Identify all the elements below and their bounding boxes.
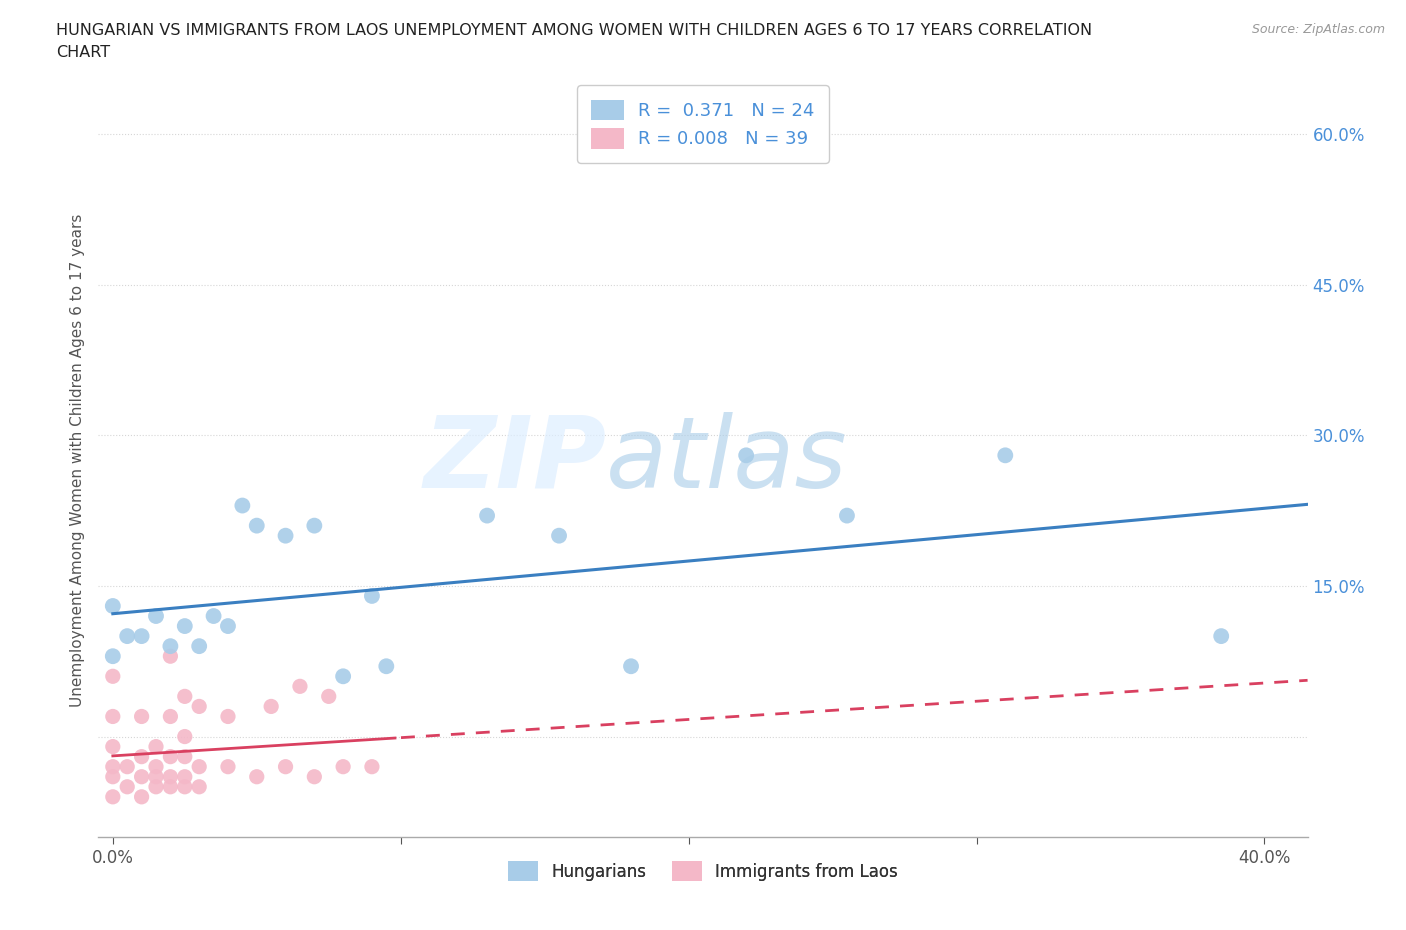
Point (101, 599, 124, 614)
Point (173, 779, 195, 794)
Legend: Hungarians, Immigrants from Laos: Hungarians, Immigrants from Laos (501, 853, 905, 889)
Point (115, 759, 138, 774)
Point (159, 750, 181, 764)
Point (361, 589, 384, 604)
Point (173, 618, 195, 633)
Point (620, 658, 643, 673)
Point (159, 639, 181, 654)
Point (260, 699, 283, 714)
Point (246, 769, 269, 784)
Point (361, 759, 384, 774)
Point (735, 448, 758, 463)
Point (217, 709, 239, 724)
Point (304, 769, 326, 784)
Point (145, 759, 167, 774)
Point (101, 709, 124, 724)
Point (101, 649, 124, 664)
Point (115, 629, 138, 644)
Point (1211, 629, 1233, 644)
Point (131, 790, 153, 804)
Point (188, 779, 211, 794)
Point (835, 508, 858, 523)
Point (304, 518, 326, 533)
Point (318, 689, 340, 704)
Text: ZIP: ZIP (423, 412, 606, 509)
Point (145, 739, 167, 754)
Point (131, 709, 153, 724)
Point (101, 759, 124, 774)
Point (217, 759, 239, 774)
Point (274, 528, 297, 543)
Point (246, 518, 269, 533)
Point (173, 729, 195, 744)
Point (115, 779, 138, 794)
Point (101, 739, 124, 754)
Text: HUNGARIAN VS IMMIGRANTS FROM LAOS UNEMPLOYMENT AMONG WOMEN WITH CHILDREN AGES 6 : HUNGARIAN VS IMMIGRANTS FROM LAOS UNEMPL… (56, 23, 1092, 38)
Point (217, 618, 239, 633)
Y-axis label: Unemployment Among Women with Children Ages 6 to 17 years: Unemployment Among Women with Children A… (69, 214, 84, 707)
Point (101, 769, 124, 784)
Point (131, 769, 153, 784)
Point (994, 448, 1017, 463)
Point (159, 709, 181, 724)
Point (475, 508, 498, 523)
Text: CHART: CHART (56, 45, 110, 60)
Point (101, 790, 124, 804)
Point (375, 658, 398, 673)
Point (173, 750, 195, 764)
Point (188, 759, 211, 774)
Point (101, 669, 124, 684)
Point (173, 689, 195, 704)
Point (188, 699, 211, 714)
Point (131, 629, 153, 644)
Point (332, 759, 354, 774)
Point (145, 608, 167, 623)
Point (274, 759, 297, 774)
Point (145, 779, 167, 794)
Point (188, 639, 211, 654)
Point (159, 779, 181, 794)
Point (288, 679, 311, 694)
Point (548, 528, 571, 543)
Point (145, 769, 167, 784)
Point (173, 769, 195, 784)
Point (131, 750, 153, 764)
Point (332, 669, 354, 684)
Point (159, 649, 181, 664)
Text: Source: ZipAtlas.com: Source: ZipAtlas.com (1251, 23, 1385, 36)
Text: atlas: atlas (606, 412, 848, 509)
Point (202, 608, 225, 623)
Point (159, 769, 181, 784)
Point (231, 498, 253, 513)
